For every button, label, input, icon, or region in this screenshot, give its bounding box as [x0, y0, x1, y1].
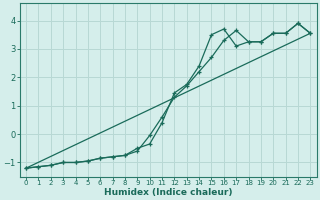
X-axis label: Humidex (Indice chaleur): Humidex (Indice chaleur) — [104, 188, 232, 197]
